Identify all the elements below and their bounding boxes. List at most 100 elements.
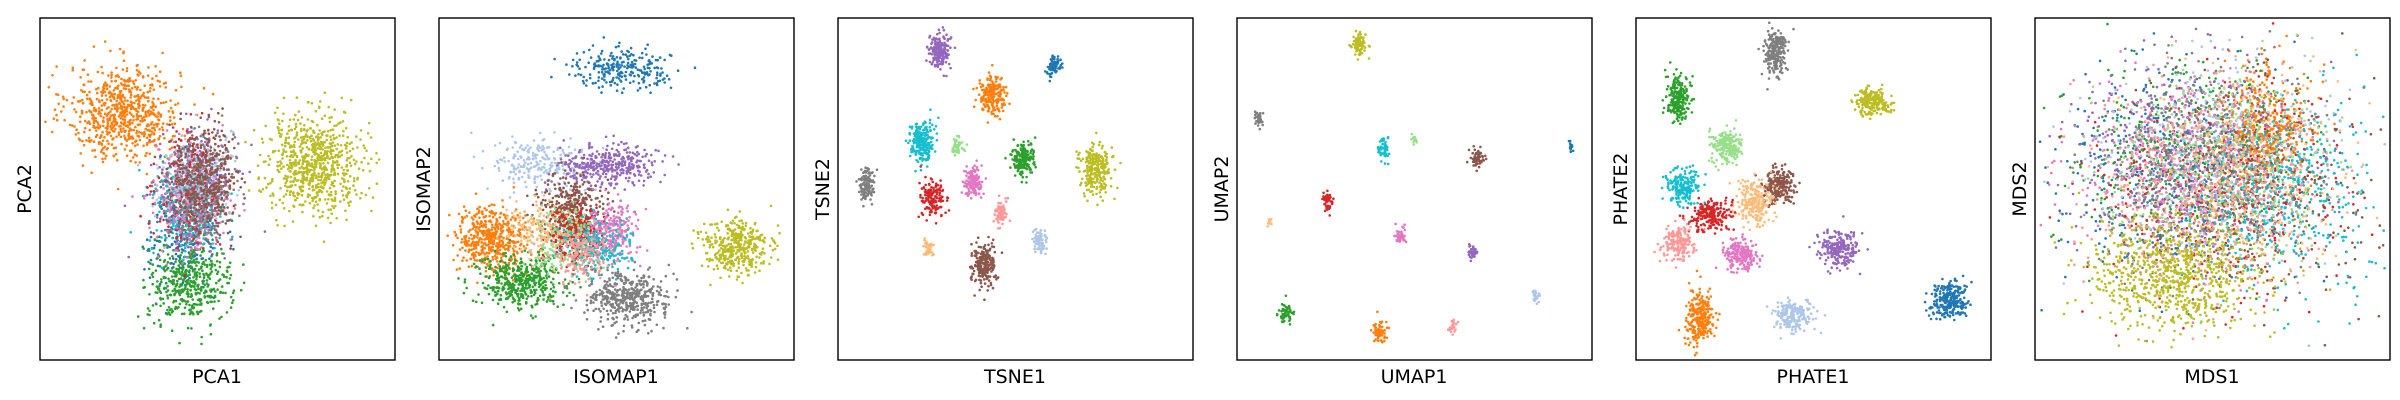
data-point (212, 188, 215, 191)
data-point (155, 229, 158, 232)
data-point (181, 262, 184, 265)
data-point (162, 219, 165, 222)
data-point (180, 244, 183, 247)
data-point (147, 74, 150, 77)
data-point (210, 167, 213, 170)
data-point (147, 307, 150, 310)
data-point (189, 144, 192, 147)
data-point (333, 180, 336, 183)
data-point (541, 156, 544, 159)
data-point (511, 146, 514, 149)
data-point (641, 52, 644, 55)
data-point (168, 124, 171, 127)
data-point (203, 277, 206, 280)
data-point (280, 162, 283, 165)
data-point (615, 63, 618, 66)
data-point (311, 165, 314, 168)
data-point (105, 155, 108, 158)
data-point (174, 122, 177, 125)
data-point (206, 211, 209, 214)
data-point (165, 168, 168, 171)
data-point (230, 245, 233, 248)
data-point (152, 304, 155, 307)
data-point (156, 285, 159, 288)
data-point (598, 163, 601, 166)
data-point (512, 178, 515, 181)
data-point (304, 177, 307, 180)
data-point (158, 211, 161, 214)
data-point (369, 170, 372, 173)
data-point (311, 186, 314, 189)
data-point (298, 167, 301, 170)
data-point (605, 67, 608, 70)
data-point (330, 194, 333, 197)
data-point (330, 129, 333, 132)
data-point (353, 159, 356, 162)
data-point (618, 161, 621, 164)
data-point (643, 66, 646, 69)
data-point (162, 133, 165, 136)
data-point (638, 180, 641, 183)
data-point (550, 166, 553, 169)
data-point (271, 178, 274, 181)
data-point (331, 199, 334, 202)
data-point (164, 239, 167, 242)
data-point (194, 220, 197, 223)
data-point (128, 85, 131, 88)
data-point (163, 266, 166, 269)
data-point (159, 181, 162, 184)
data-point (290, 150, 293, 153)
data-point (168, 189, 171, 192)
data-point (625, 177, 628, 180)
data-point (636, 151, 639, 154)
data-point (120, 136, 123, 139)
data-point (211, 263, 214, 266)
data-point (148, 114, 151, 117)
data-point (615, 76, 618, 79)
data-point (180, 220, 183, 223)
data-point (356, 177, 359, 180)
data-point (267, 183, 270, 186)
data-point (160, 102, 163, 105)
data-point (148, 222, 151, 225)
plot-area-frame (439, 18, 794, 360)
data-point (243, 282, 246, 285)
data-point (609, 54, 612, 57)
data-point (349, 150, 352, 153)
data-point (98, 127, 101, 130)
data-point (649, 70, 652, 73)
data-point (663, 77, 666, 80)
data-point (587, 61, 590, 64)
data-point (191, 235, 194, 238)
data-point (289, 170, 292, 173)
data-point (300, 143, 303, 146)
data-point (191, 134, 194, 137)
data-point (198, 268, 201, 271)
data-point (176, 208, 179, 211)
data-point (537, 145, 540, 148)
data-point (520, 156, 523, 159)
data-point (129, 150, 132, 153)
data-point (601, 68, 604, 71)
data-point (694, 66, 697, 69)
data-point (259, 154, 262, 157)
data-point (230, 274, 233, 277)
data-point (189, 308, 192, 311)
data-point (316, 203, 319, 206)
data-point (200, 257, 203, 260)
data-point (152, 232, 155, 235)
data-point (158, 148, 161, 151)
data-point (152, 203, 155, 206)
data-point (617, 166, 620, 169)
data-point (190, 327, 193, 330)
data-point (541, 145, 544, 148)
data-point (604, 71, 607, 74)
data-point (194, 273, 197, 276)
data-point (333, 137, 336, 140)
data-point (289, 118, 292, 121)
data-point (626, 67, 629, 70)
data-point (98, 110, 101, 113)
data-point (204, 228, 207, 231)
data-point (199, 116, 202, 119)
data-point (147, 66, 150, 69)
